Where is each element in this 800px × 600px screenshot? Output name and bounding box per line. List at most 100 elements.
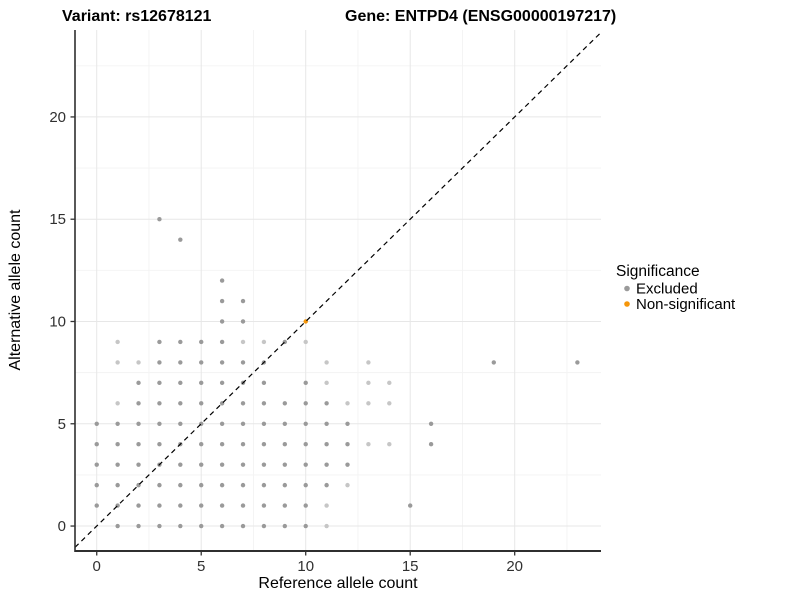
legend: Significance Excluded Non-significant (616, 263, 736, 313)
data-point-excluded (136, 380, 141, 386)
data-point-excluded (303, 380, 308, 386)
data-point-excluded (157, 442, 162, 447)
data-point-excluded (261, 339, 267, 345)
axis-lines (74, 30, 601, 552)
variant-title: Variant: rs12678121 (62, 8, 212, 25)
data-point-excluded (282, 442, 288, 447)
data-point-excluded (157, 380, 162, 386)
data-point-excluded (219, 380, 225, 386)
data-point-excluded (303, 339, 308, 345)
data-point-excluded (157, 401, 162, 406)
data-point-excluded (240, 339, 246, 345)
data-point-excluded (94, 462, 99, 467)
data-point-excluded (136, 442, 141, 447)
data-point-excluded (199, 523, 204, 529)
data-point-excluded (324, 421, 329, 426)
data-point-excluded (261, 380, 267, 386)
x-tick-label: 15 (402, 558, 419, 575)
data-point-excluded (157, 503, 162, 508)
data-point-excluded (282, 421, 288, 426)
data-point-excluded (387, 380, 392, 386)
data-point-excluded (387, 442, 392, 447)
data-point-excluded (324, 462, 329, 467)
data-point-excluded (366, 380, 371, 386)
data-point-excluded (94, 503, 99, 508)
gene-title: Gene: ENTPD4 (ENSG00000197217) (345, 8, 616, 25)
data-point-excluded (428, 442, 434, 447)
data-point-excluded (282, 482, 288, 488)
data-point-excluded (366, 401, 371, 406)
data-point-excluded (199, 503, 204, 508)
data-point-excluded (219, 503, 225, 508)
data-point-excluded (240, 482, 246, 488)
data-points (94, 217, 580, 529)
data-point-excluded (199, 462, 204, 467)
data-point-excluded (324, 482, 329, 488)
data-point-excluded (115, 482, 120, 488)
data-point-excluded (178, 421, 183, 426)
data-point-excluded (219, 442, 225, 447)
data-point-excluded (219, 278, 225, 283)
data-point-excluded (219, 482, 225, 488)
data-point-excluded (94, 421, 99, 426)
data-point-excluded (261, 482, 267, 488)
axis-ticks (70, 116, 516, 556)
data-point-excluded (136, 401, 141, 406)
data-point-excluded (157, 482, 162, 488)
y-tick-label: 15 (49, 211, 66, 228)
data-point-excluded (199, 401, 204, 406)
data-point-excluded (136, 360, 141, 365)
data-point-excluded (261, 462, 267, 467)
data-point-excluded (219, 360, 225, 365)
data-point-excluded (199, 339, 204, 345)
data-point-excluded (115, 421, 120, 426)
data-point-excluded (491, 360, 496, 365)
data-point-excluded (240, 360, 246, 365)
tick-labels: 0 5 10 15 20 0 5 10 15 20 (49, 109, 523, 575)
data-point-excluded (324, 523, 329, 529)
data-point-excluded (324, 360, 329, 365)
data-point-excluded (178, 503, 183, 508)
data-point-excluded (345, 442, 350, 447)
y-axis-title: Alternative allele count (7, 209, 24, 371)
y-tick-label: 20 (49, 109, 66, 126)
data-point-excluded (136, 462, 141, 467)
data-point-excluded (178, 360, 183, 365)
data-point-excluded (199, 482, 204, 488)
data-point-excluded (303, 442, 308, 447)
data-point-excluded (157, 523, 162, 529)
data-point-excluded (115, 523, 120, 529)
legend-label-non-significant: Non-significant (636, 296, 736, 313)
data-point-excluded (219, 462, 225, 467)
data-point-excluded (178, 237, 183, 242)
data-point-excluded (240, 319, 246, 324)
data-point-excluded (219, 523, 225, 529)
data-point-excluded (261, 442, 267, 447)
data-point-excluded (282, 462, 288, 467)
x-tick-label: 10 (297, 558, 314, 575)
minor-gridlines (75, 30, 601, 551)
data-point-excluded (324, 442, 329, 447)
identity-line (74, 32, 602, 548)
data-point-excluded (178, 380, 183, 386)
data-point-excluded (178, 462, 183, 467)
data-point-excluded (240, 523, 246, 529)
data-point-excluded (157, 339, 162, 345)
data-point-excluded (219, 339, 225, 345)
data-point-excluded (178, 401, 183, 406)
legend-title: Significance (616, 263, 700, 280)
data-point-excluded (199, 360, 204, 365)
data-point-excluded (261, 421, 267, 426)
data-point-excluded (136, 523, 141, 529)
data-point-excluded (240, 401, 246, 406)
data-point-excluded (261, 523, 267, 529)
data-point-excluded (240, 462, 246, 467)
data-point-excluded (240, 298, 246, 304)
data-point-excluded (157, 360, 162, 365)
data-point-excluded (303, 401, 308, 406)
data-point-excluded (345, 482, 350, 488)
data-point-excluded (199, 442, 204, 447)
data-point-excluded (115, 339, 120, 345)
identity-reference-line (74, 32, 602, 548)
